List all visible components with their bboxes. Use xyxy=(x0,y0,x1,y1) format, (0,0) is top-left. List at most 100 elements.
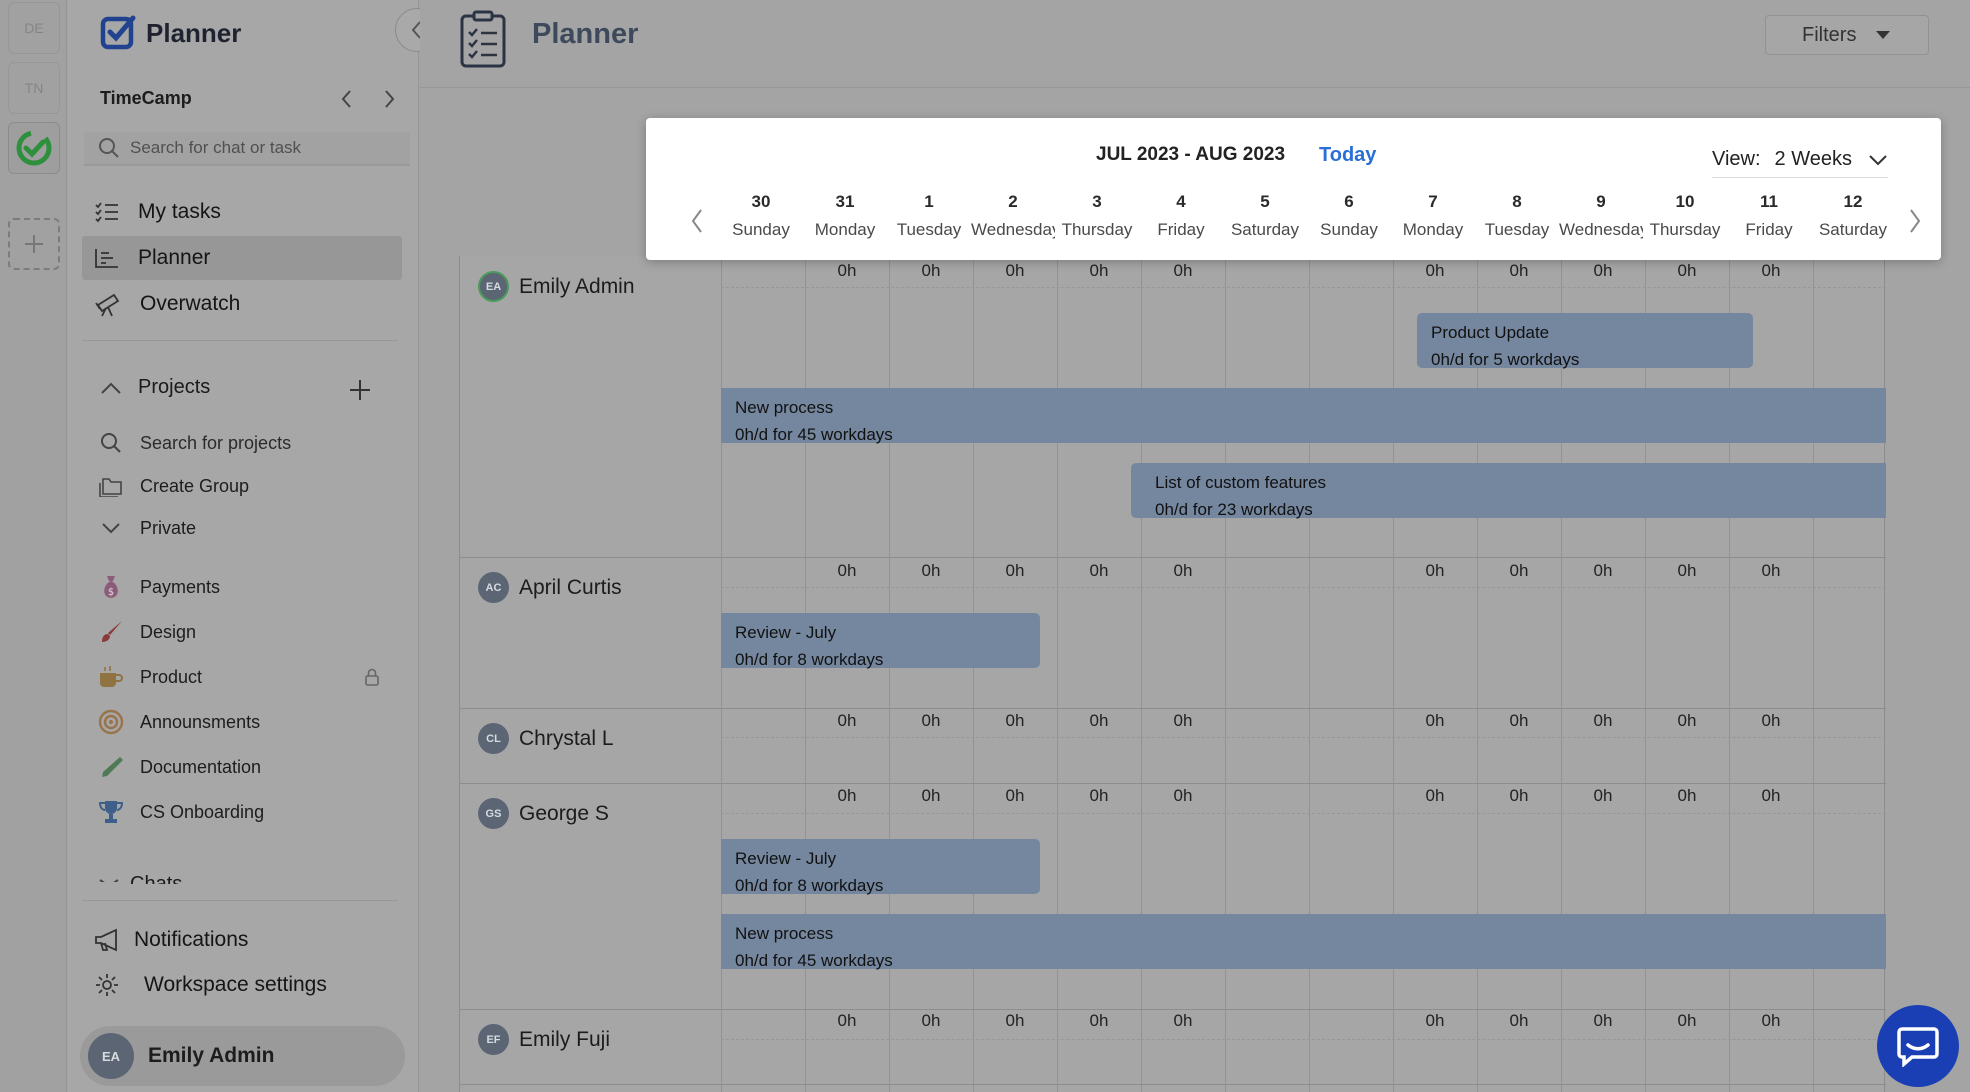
hours-cell: 0h xyxy=(1761,711,1781,730)
nav-planner[interactable]: Planner xyxy=(82,236,402,280)
private-group[interactable]: Private xyxy=(98,510,196,546)
project-documentation[interactable]: Documentation xyxy=(98,749,261,785)
task-bar[interactable]: New process 0h/d for 45 workdays xyxy=(721,388,1886,444)
row-divider xyxy=(721,737,1886,738)
day-column-header[interactable]: 31 Monday xyxy=(814,192,876,239)
project-cs-onboarding[interactable]: CS Onboarding xyxy=(98,794,264,830)
user-row-emily-admin: EA Emily Admin xyxy=(478,271,635,302)
grid-line xyxy=(1225,256,1226,1092)
day-column-header[interactable]: 11 Friday xyxy=(1745,192,1793,239)
day-column-header[interactable]: 3 Thursday xyxy=(1061,192,1133,239)
project-product[interactable]: Product xyxy=(98,659,202,695)
chevron-down-icon xyxy=(1869,154,1887,165)
app-logo[interactable]: Planner xyxy=(100,14,241,52)
hours-cell: 0h xyxy=(1509,261,1529,280)
chevron-right-icon[interactable] xyxy=(1908,208,1922,234)
hours-cell: 0h xyxy=(1005,711,1025,730)
nav-overwatch[interactable]: Overwatch xyxy=(82,282,402,326)
row-divider xyxy=(721,587,1886,588)
target-icon xyxy=(98,709,124,735)
day-column-header[interactable]: 12 Saturday xyxy=(1818,192,1888,239)
day-column-header[interactable]: 2 Wednesday xyxy=(971,192,1055,239)
workspace-tn[interactable]: TN xyxy=(8,62,60,114)
project-announsments[interactable]: Announsments xyxy=(98,704,260,740)
task-bar[interactable]: Product Update 0h/d for 5 workdays xyxy=(1417,313,1753,369)
nav-notifications[interactable]: Notifications xyxy=(82,918,402,962)
planner-logo-icon xyxy=(100,15,136,50)
today-button[interactable]: Today xyxy=(1319,144,1377,166)
grid-line xyxy=(1057,256,1058,1092)
date-navigator: JUL 2023 - AUG 2023 Today View: 2 Weeks … xyxy=(646,118,1941,260)
add-project-icon[interactable] xyxy=(348,378,372,402)
projects-header[interactable]: Projects xyxy=(100,376,210,399)
avatar: GS xyxy=(478,798,509,829)
day-column-header[interactable]: 5 Saturday xyxy=(1230,192,1300,239)
day-column-header[interactable]: 7 Monday xyxy=(1402,192,1464,239)
nav-my-tasks[interactable]: My tasks xyxy=(82,190,402,234)
workspace-timecamp[interactable] xyxy=(8,122,60,174)
telescope-icon xyxy=(95,293,120,317)
user-row-george-s: GS George S xyxy=(478,798,609,829)
day-column-header[interactable]: 1 Tuesday xyxy=(896,192,962,239)
task-detail: 0h/d for 8 workdays xyxy=(735,650,884,669)
workspace-name: TimeCamp xyxy=(100,88,192,108)
plus-icon xyxy=(25,235,43,253)
day-column-header[interactable]: 9 Wednesday xyxy=(1559,192,1643,239)
hours-cell: 0h xyxy=(1173,261,1193,280)
user-profile-button[interactable]: EA Emily Admin xyxy=(80,1026,405,1086)
task-bar[interactable]: New process 0h/d for 45 workdays xyxy=(721,914,1886,970)
hours-cell: 0h xyxy=(1089,1011,1109,1030)
create-group-button[interactable]: Create Group xyxy=(98,468,249,504)
task-detail: 0h/d for 8 workdays xyxy=(735,876,884,895)
search-input[interactable]: Search for chat or task xyxy=(84,132,410,166)
filters-dropdown[interactable]: Filters xyxy=(1765,15,1929,55)
hours-cell: 0h xyxy=(921,1011,941,1030)
day-column-header[interactable]: 8 Tuesday xyxy=(1484,192,1550,239)
task-bar[interactable]: Review - July 0h/d for 8 workdays xyxy=(721,613,1040,669)
gear-icon xyxy=(96,974,118,996)
user-row-emily-fuji: EF Emily Fuji xyxy=(478,1024,610,1055)
hours-cell: 0h xyxy=(1089,711,1109,730)
hours-cell: 0h xyxy=(837,711,857,730)
nav-workspace-settings[interactable]: Workspace settings xyxy=(82,963,402,1007)
hours-cell: 0h xyxy=(1593,261,1613,280)
hours-cell: 0h xyxy=(1425,1011,1445,1030)
user-name: Emily Admin xyxy=(148,1044,275,1067)
task-detail: 0h/d for 23 workdays xyxy=(1155,500,1313,519)
row-separator xyxy=(460,783,1886,784)
view-select[interactable]: View: 2 Weeks xyxy=(1712,148,1888,178)
hours-cell: 0h xyxy=(1593,1011,1613,1030)
day-column-header[interactable]: 30 Sunday xyxy=(732,192,790,239)
grid-line xyxy=(1813,256,1814,1092)
task-detail: 0h/d for 45 workdays xyxy=(735,951,893,970)
chevron-left-icon xyxy=(411,21,421,39)
hours-cell: 0h xyxy=(1425,711,1445,730)
grid-line xyxy=(1729,256,1730,1092)
date-range: JUL 2023 - AUG 2023 xyxy=(1096,144,1286,165)
task-bar[interactable]: List of custom features 0h/d for 23 work… xyxy=(1131,463,1886,519)
planner-grid: EA Emily Admin AC April Curtis CL Chryst… xyxy=(459,256,1886,1092)
day-column-header[interactable]: 6 Sunday xyxy=(1320,192,1378,239)
project-payments[interactable]: $ Payments xyxy=(98,569,220,605)
add-workspace-button[interactable] xyxy=(8,218,60,270)
row-separator xyxy=(460,1084,1886,1085)
megaphone-icon xyxy=(95,928,117,952)
day-column-header[interactable]: 4 Friday xyxy=(1157,192,1205,239)
chats-header[interactable]: Chats xyxy=(98,868,388,884)
workspace-de[interactable]: DE xyxy=(8,2,60,54)
day-column-header[interactable]: 10 Thursday xyxy=(1649,192,1721,239)
search-projects[interactable]: Search for projects xyxy=(98,425,291,461)
hours-cell: 0h xyxy=(1677,786,1697,805)
chevron-right-icon[interactable] xyxy=(382,88,396,110)
avatar: EA xyxy=(88,1033,134,1079)
avatar: CL xyxy=(478,723,509,754)
chat-launcher-button[interactable] xyxy=(1877,1005,1959,1087)
chevron-left-icon[interactable] xyxy=(340,88,354,110)
hours-cell: 0h xyxy=(1005,561,1025,580)
chevron-left-icon[interactable] xyxy=(690,208,704,234)
row-separator xyxy=(460,1009,1886,1010)
chevron-down-icon xyxy=(102,523,120,534)
grid-line xyxy=(805,256,806,1092)
task-bar[interactable]: Review - July 0h/d for 8 workdays xyxy=(721,839,1040,895)
project-design[interactable]: Design xyxy=(98,614,196,650)
